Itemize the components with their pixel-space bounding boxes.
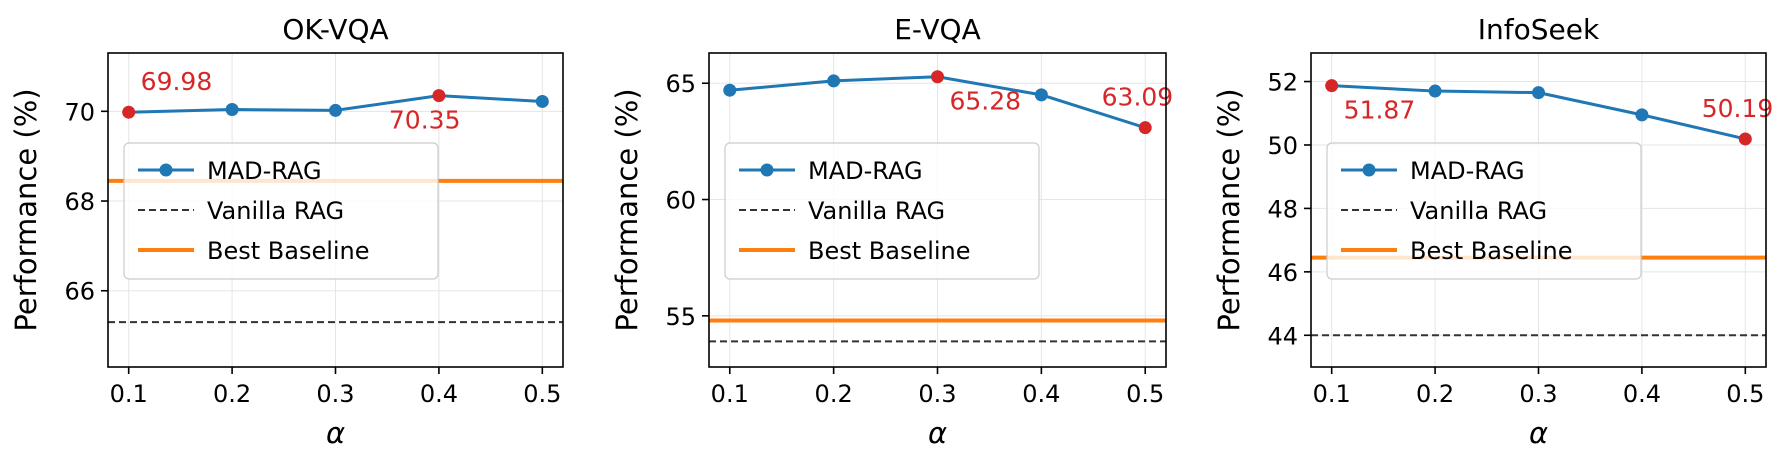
chart-title: E-VQA [894,13,981,46]
x-tick-label: 0.5 [1726,380,1764,408]
x-tick-label: 0.4 [1022,380,1060,408]
legend: MAD-RAG Vanilla RAG Best Baseline [123,142,439,280]
legend-box [724,142,1040,280]
x-tick-label: 0.3 [1519,380,1557,408]
data-point [827,74,841,88]
legend-marker-mad-rag [159,163,173,177]
highlight-point [931,70,944,84]
y-axis-label: Performance (%) [9,88,43,331]
x-tick-label: 0.2 [815,380,853,408]
panel-0: 69.98 70.35 0.1 0.2 0.3 0.4 0.5 66 68 70 OK-VQA α Pe… [9,13,564,450]
legend-mad-rag: MAD-RAG [1410,157,1525,185]
legend-marker-mad-rag [1362,163,1376,177]
x-tick-label: 0.1 [711,380,749,408]
legend-vanilla-rag: Vanilla RAG [1410,197,1547,225]
legend-box [123,142,439,280]
data-label: 69.98 [141,67,213,96]
y-tick-label: 48 [1267,195,1298,223]
highlight-point [1325,79,1339,93]
x-tick-label: 0.4 [420,380,458,408]
y-tick-label: 70 [64,98,95,126]
y-tick-label: 68 [64,188,95,216]
y-tick-label: 50 [1267,132,1298,160]
highlight-point [1138,121,1152,135]
data-label: 50.19 [1702,94,1774,123]
highlight-point [432,89,446,103]
legend-best-baseline: Best Baseline [207,237,370,265]
legend-mad-rag: MAD-RAG [808,157,923,185]
y-tick-label: 65 [665,70,696,98]
x-axis-label: α [1529,416,1548,450]
y-tick-label: 66 [64,278,95,306]
x-tick-label: 0.2 [213,380,251,408]
legend-marker-mad-rag [760,163,774,177]
x-tick-label: 0.3 [918,380,956,408]
y-tick-label: 44 [1267,322,1298,350]
chart-title: OK-VQA [282,13,388,46]
y-tick-label: 52 [1267,69,1298,97]
y-tick-label: 55 [665,303,696,331]
x-axis-label: α [928,416,947,450]
data-point [1532,86,1545,100]
y-axis-label: Performance (%) [610,88,644,331]
panel-1: 65.28 63.09 0.1 0.2 0.3 0.4 0.5 55 60 65 E-VQA α Per… [610,13,1173,450]
data-point [535,94,549,108]
x-tick-label: 0.5 [1126,380,1164,408]
legend-mad-rag: MAD-RAG [207,157,322,185]
data-label: 51.87 [1344,96,1416,125]
data-label: 70.35 [389,106,461,135]
y-axis-label: Performance (%) [1212,88,1246,331]
legend-vanilla-rag: Vanilla RAG [207,197,344,225]
chart-title: InfoSeek [1478,13,1600,46]
data-point [329,103,342,117]
data-label: 63.09 [1102,83,1174,112]
data-point [1428,84,1442,98]
x-tick-label: 0.1 [1313,380,1351,408]
panel-2: 51.87 50.19 0.1 0.2 0.3 0.4 0.5 44 46 48 50 52 InfoS… [1212,13,1773,450]
legend: MAD-RAG Vanilla RAG Best Baseline [1326,142,1642,280]
x-tick-label: 0.4 [1623,380,1661,408]
data-point [1034,88,1048,102]
legend: MAD-RAG Vanilla RAG Best Baseline [724,142,1040,280]
y-tick-label: 46 [1267,259,1298,287]
data-point [1635,108,1649,122]
legend-vanilla-rag: Vanilla RAG [808,197,945,225]
x-tick-label: 0.2 [1416,380,1454,408]
data-point [225,103,239,117]
y-tick-label: 60 [665,187,696,215]
data-label: 65.28 [950,87,1022,116]
highlight-point [1738,132,1752,146]
x-axis-label: α [326,416,345,450]
legend-box [1326,142,1642,280]
legend-best-baseline: Best Baseline [1410,237,1573,265]
x-tick-label: 0.5 [523,380,561,408]
x-tick-label: 0.1 [110,380,148,408]
data-point [723,83,737,97]
legend-best-baseline: Best Baseline [808,237,971,265]
highlight-point [122,105,136,119]
x-tick-label: 0.3 [316,380,354,408]
